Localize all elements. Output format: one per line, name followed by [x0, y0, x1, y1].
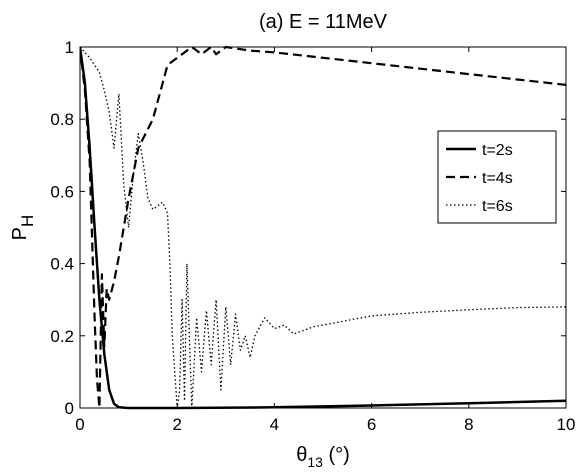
x-axis-label: θ13 (°) — [296, 444, 350, 470]
y-tick-label: 0.6 — [50, 182, 74, 201]
x-tick-label: 10 — [557, 415, 576, 434]
plot-frame — [79, 46, 567, 409]
x-tick-label: 6 — [367, 415, 376, 434]
y-tick-label: 0.4 — [50, 255, 74, 274]
series-line-1 — [80, 46, 566, 410]
legend-box — [437, 130, 557, 224]
x-tick-label: 4 — [270, 415, 279, 434]
legend-label-2: t=4s — [482, 170, 513, 187]
series-line-3 — [80, 46, 566, 409]
x-tick-label: 2 — [172, 415, 181, 434]
y-tick-label: 0 — [65, 399, 74, 418]
y-tick-label: 1 — [65, 38, 74, 57]
series-line-2 — [80, 45, 566, 410]
legend-label-3: t=6s — [482, 198, 513, 215]
x-tick-label: 8 — [464, 415, 473, 434]
y-tick-label: 0.8 — [50, 110, 74, 129]
y-tick-label: 0.2 — [50, 327, 74, 346]
x-tick-label: 0 — [75, 415, 84, 434]
y-axis-label: PH — [9, 215, 37, 241]
legend: t=2s t=4s t=6s — [437, 130, 557, 224]
legend-label-1: t=2s — [482, 142, 513, 159]
chart-title: (a) E = 11MeV — [259, 11, 388, 33]
